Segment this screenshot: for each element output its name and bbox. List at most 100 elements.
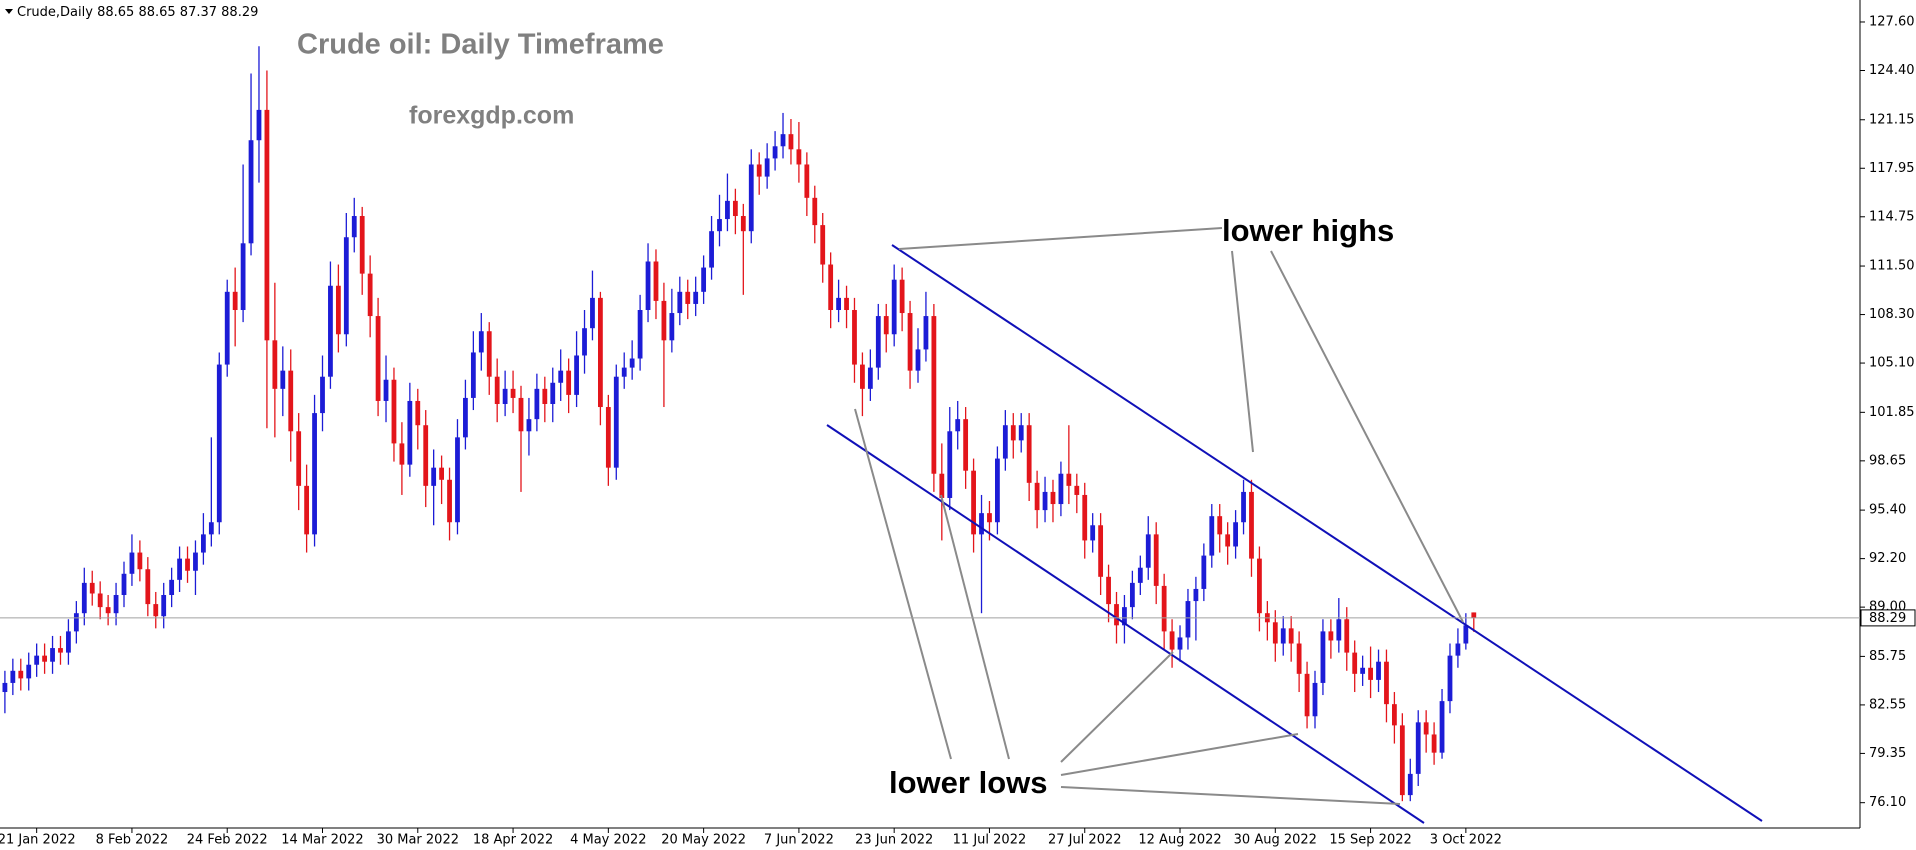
candle-body [1463, 625, 1469, 644]
candle-body [1233, 522, 1238, 547]
x-tick-label: 20 May 2022 [661, 833, 746, 848]
candle-body [177, 558, 182, 580]
candle-body [1312, 682, 1318, 717]
candle-body [1344, 619, 1350, 653]
candle-body [1122, 607, 1127, 626]
pointer [1060, 733, 1299, 776]
candle-body [89, 582, 95, 594]
x-tick-label: 7 Jun 2022 [764, 833, 834, 848]
candle-body [1010, 425, 1016, 441]
candle-body [875, 316, 881, 368]
candle-body [1455, 643, 1461, 656]
candle-body [502, 388, 508, 404]
candle-body [748, 164, 754, 232]
candle-body [1114, 604, 1119, 626]
candle-body [1193, 588, 1199, 602]
candle-body [915, 349, 921, 371]
candle-body [1209, 516, 1215, 556]
candle-body [1074, 485, 1080, 495]
candle-body [812, 197, 818, 226]
candle-body [1257, 558, 1262, 614]
price-label: 88.29 [1869, 611, 1906, 626]
candle-body [1145, 534, 1151, 568]
candle-body [685, 291, 691, 304]
candle-body [161, 595, 167, 617]
candle-body [1106, 576, 1111, 605]
candle-body [1169, 631, 1175, 650]
header: Crude,Daily 88.65 88.65 87.37 88.29 [17, 5, 258, 20]
channel-upper [891, 244, 1763, 822]
candle-body [756, 164, 762, 177]
candle-body [1376, 661, 1381, 680]
candle-body [1177, 637, 1183, 650]
y-tick-label: 121.15 [1869, 112, 1915, 127]
candle-body [844, 297, 849, 311]
candle-body [129, 552, 135, 574]
candle-body [836, 297, 841, 311]
candle-body [542, 388, 548, 404]
symbol-icon [5, 9, 13, 14]
candle-body [240, 243, 246, 311]
candle-body [312, 413, 317, 535]
candle-body [1439, 701, 1445, 753]
candle-body [860, 364, 865, 389]
candle-body [280, 370, 286, 389]
candle-body [693, 291, 699, 304]
x-tick-label: 18 Apr 2022 [473, 833, 553, 848]
candle-body [510, 388, 516, 398]
candle-body [351, 216, 357, 238]
open-value: 88.65 [97, 5, 134, 20]
candle-body [740, 216, 746, 232]
annotation: lower highs [1222, 213, 1394, 248]
candle-body [828, 264, 834, 311]
candle-body [193, 552, 198, 571]
candle-body [1399, 725, 1405, 796]
candle-body [81, 582, 87, 614]
candle-body [1018, 425, 1024, 441]
candle-body [979, 513, 984, 535]
price-label-box [1860, 609, 1916, 627]
annotation: lower lows [889, 765, 1047, 800]
candle-body [272, 340, 278, 389]
candle-body [1185, 601, 1191, 638]
pointers [854, 227, 1464, 805]
candle-body [883, 316, 889, 335]
high-value: 88.65 [138, 5, 175, 20]
candle-body [2, 682, 8, 693]
candle-body [224, 291, 230, 365]
candle-body [185, 558, 190, 571]
candle-body [34, 655, 40, 665]
pointer [1060, 786, 1401, 805]
candle-body [590, 297, 595, 329]
candle-body [558, 370, 564, 383]
candle-body [891, 279, 897, 335]
x-tick-label: 4 May 2022 [570, 833, 647, 848]
candle-body [208, 522, 214, 535]
candle-body [18, 670, 24, 679]
candle-body [216, 364, 222, 523]
candle-body [598, 297, 603, 408]
candle-body [232, 291, 238, 311]
candle-body [923, 316, 929, 350]
candle-body [463, 397, 468, 438]
candle-body [42, 655, 47, 662]
y-tick-label: 76.10 [1869, 795, 1906, 810]
candle-body [97, 593, 103, 608]
pointer [940, 494, 1010, 760]
candle-body [1296, 643, 1302, 674]
y-tick-label: 85.75 [1869, 649, 1906, 664]
candle-body [296, 431, 302, 486]
candle-body [26, 664, 32, 679]
x-tick-label: 23 Jun 2022 [855, 833, 933, 848]
x-tick-label: 3 Oct 2022 [1430, 833, 1502, 848]
candle-body [1360, 667, 1366, 674]
candle-body [971, 470, 976, 535]
candle-body [1082, 494, 1088, 541]
candle-body [58, 648, 63, 653]
candle-body [73, 613, 79, 632]
candle-body [343, 237, 349, 335]
candle-body [1352, 652, 1358, 674]
y-tick-label: 92.20 [1869, 551, 1906, 566]
candle-body [1320, 631, 1326, 683]
candle-body [725, 200, 730, 220]
